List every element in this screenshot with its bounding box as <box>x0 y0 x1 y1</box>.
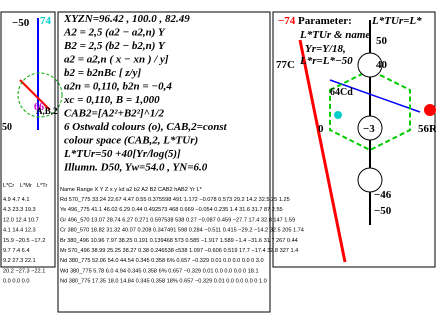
formula-line: a2n = 0,110, b2n = −0,4 <box>64 81 172 93</box>
table-row: Wd 380_775 5.78 6.0 4.94 0.345 0.358 6% … <box>60 268 259 274</box>
table-row: Mr 570_496 38.99 25.25 38.27 0.38 0.2465… <box>60 248 298 254</box>
table-header: Name Range X Y Z x y λd a2 b2 A2 B2 CAB2… <box>60 187 203 193</box>
middle-frame <box>57 11 271 313</box>
label: 0 <box>318 123 324 135</box>
table-header: L*Mr <box>20 183 32 189</box>
label: 66 <box>34 102 44 113</box>
label: −74 Parameter: <box>278 15 352 27</box>
formula-line: Illumn. D50, Yw=54.0 , YN=6.0 <box>63 162 208 174</box>
table-row: 12.0 12.4 10.7 <box>3 217 39 223</box>
table-row: 0.0 0.0 0.0 <box>3 279 29 285</box>
formula-line: colour space (CAB,2, L*TUr) <box>64 135 198 147</box>
table-row: Nd 380_775 17.35 18.0 14.84 0.345 0.358 … <box>60 279 267 285</box>
label: Parameter: <box>298 15 352 27</box>
label: 56R <box>418 123 436 135</box>
label: L*r=L*−50 <box>299 55 353 67</box>
line <box>329 79 421 113</box>
table-row: Br 380_496 10.96 7.97 38.25 0.191 0.1394… <box>60 238 298 244</box>
label: −74 <box>278 15 296 27</box>
label: 74 <box>40 15 52 27</box>
label: −50 <box>12 17 30 29</box>
table-header: L*Tr <box>37 183 47 189</box>
left-panel: −50 74 66 A,B,2 50 L*Cr L*Mr L*Tr 4.9 4.7 4… <box>0 11 63 285</box>
table-row: 4.3 23.3 19.3 <box>3 207 36 213</box>
table-row: 4.9 4.7 4.1 <box>3 197 29 203</box>
right-panel: −74 Parameter: L*TUr & name Yr=Y/18, L*r… <box>272 11 436 268</box>
label: 50 <box>376 35 388 47</box>
point <box>334 111 342 119</box>
right-frame <box>272 11 436 268</box>
formula-line: A2 = 2,5 (a2 − a2,n) Y <box>63 27 166 39</box>
table-row: Ye 496_775 41.1 46.02 6.29 0.44 0.492573… <box>60 207 283 213</box>
left-frame <box>0 11 56 268</box>
label: 40 <box>376 59 388 71</box>
label: 64Cd <box>330 87 353 98</box>
label: −50 <box>374 205 392 217</box>
label: 77C <box>276 59 295 71</box>
formula-line: L*TUr=50 +40[Yr/log(5)] <box>63 148 181 160</box>
table-row: 9.7 7.4 6.4 <box>3 248 29 254</box>
table-row: Nd 380_775 52.06 54.0 44.54 0.345 0.358 … <box>60 258 264 264</box>
label: L*TUr=L* <box>371 15 422 27</box>
label: A,B,2 <box>36 106 58 116</box>
formula-line: b2 = b2nBc [ z/y] <box>64 67 141 79</box>
formula-line: XYZN=96.42 , 100.0 , 82.49 <box>63 13 190 25</box>
middle-panel: XYZN=96.42 , 100.0 , 82.49 A2 = 2,5 (a2 −… <box>57 11 304 313</box>
table-row: Cr 380_570 18.82 31.32 40.07 0.208 0.347… <box>60 228 304 234</box>
label: L*TUr & name <box>299 29 370 41</box>
table-row: 9.2 27.3 22.1 <box>3 258 36 264</box>
label: 50 <box>2 122 12 133</box>
table-row: 20.2 −27.3 −22.1 <box>3 268 45 274</box>
label: −3 <box>363 123 375 135</box>
label: −46 <box>374 189 392 201</box>
label: Yr=Y/18, <box>305 43 346 55</box>
circle <box>17 72 63 118</box>
table-row: Gr 496_570 13.07 28.74 6.27 0.271 0.5975… <box>60 217 295 223</box>
table-header: L*Cr <box>3 183 14 189</box>
line <box>298 39 347 263</box>
formula-line: a2 = a2,n ( x − xn ) / y] <box>64 54 169 66</box>
table-row: 4.1 14.4 12.3 <box>3 228 36 234</box>
formula-line: 6 Ostwald colours (o), CAB,2=const <box>64 121 228 133</box>
circle <box>357 52 383 78</box>
formula-line: xc = 0,110, B = 1,000 <box>63 94 160 106</box>
formula-line: CAB2=[A2²+B2²]^1/2 <box>64 108 164 120</box>
table-row: 15.9 −20.5 −17.2 <box>3 238 45 244</box>
axis <box>19 79 51 111</box>
circle <box>357 115 383 141</box>
table-row: Rd 570_775 33.24 22.67 4.47 0.55 0.37559… <box>60 197 290 203</box>
formula-line: B2 = 2,5 (b2 − b2,n) Y <box>63 40 166 52</box>
circle <box>357 167 383 193</box>
point <box>424 104 436 116</box>
